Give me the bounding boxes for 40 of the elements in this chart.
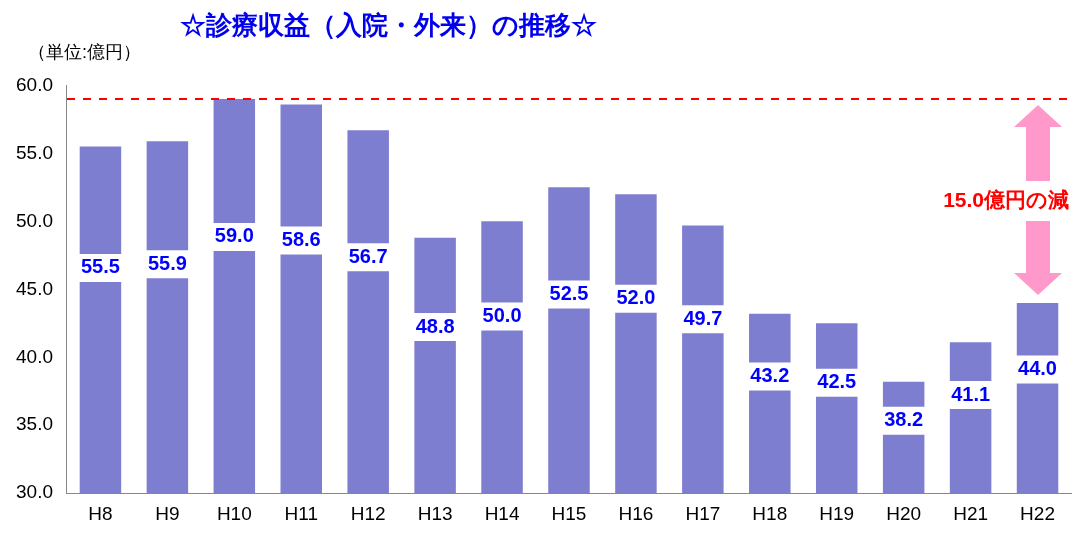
x-tick-label: H22 (1020, 502, 1055, 524)
x-tick-label: H9 (155, 502, 180, 524)
data-label: 58.6 (281, 228, 321, 251)
x-tick-label: H12 (350, 502, 386, 524)
data-label: 41.1 (951, 382, 991, 405)
x-tick-label: H19 (819, 502, 855, 524)
x-tick-label: H20 (886, 502, 922, 524)
y-tick-label: 55.0 (16, 141, 53, 163)
data-label: 49.7 (683, 306, 723, 329)
data-label: 38.2 (884, 408, 924, 431)
x-tick-label: H11 (284, 502, 318, 524)
x-tick-label: H16 (618, 502, 654, 524)
x-tick-label: H15 (551, 502, 587, 524)
x-tick-label: H13 (417, 502, 453, 524)
chart-title: ☆診療収益（入院・外来）の推移☆ (178, 9, 598, 40)
y-tick-label: 40.0 (16, 345, 53, 367)
data-label: 55.5 (80, 255, 120, 278)
data-label: 55.9 (147, 251, 187, 274)
x-tick-label: H17 (685, 502, 721, 524)
annotation: 15.0億円の減 (943, 187, 1069, 211)
data-label: 52.0 (616, 286, 656, 309)
y-tick-label: 50.0 (16, 209, 53, 231)
x-tick-label: H8 (88, 502, 113, 524)
x-tick-label: H14 (484, 502, 520, 524)
data-label: 59.0 (214, 224, 254, 247)
x-tick-label: H10 (216, 502, 252, 524)
data-label: 42.5 (817, 370, 857, 393)
y-tick-label: 30.0 (16, 481, 53, 503)
y-tick-label: 35.0 (16, 413, 53, 435)
x-tick-label: H21 (953, 502, 989, 524)
data-label: 50.0 (482, 304, 522, 326)
data-label: 48.8 (415, 314, 455, 337)
x-tick-label: H18 (752, 502, 788, 524)
data-label: 44.0 (1018, 357, 1057, 380)
data-label: 43.2 (750, 364, 790, 387)
data-label: 56.7 (348, 244, 388, 267)
data-label: 52.5 (549, 281, 589, 304)
y-tick-label: 60.0 (16, 73, 53, 95)
y-axis-title: （単位:億円） (28, 41, 142, 64)
y-tick-label: 45.0 (16, 277, 53, 299)
